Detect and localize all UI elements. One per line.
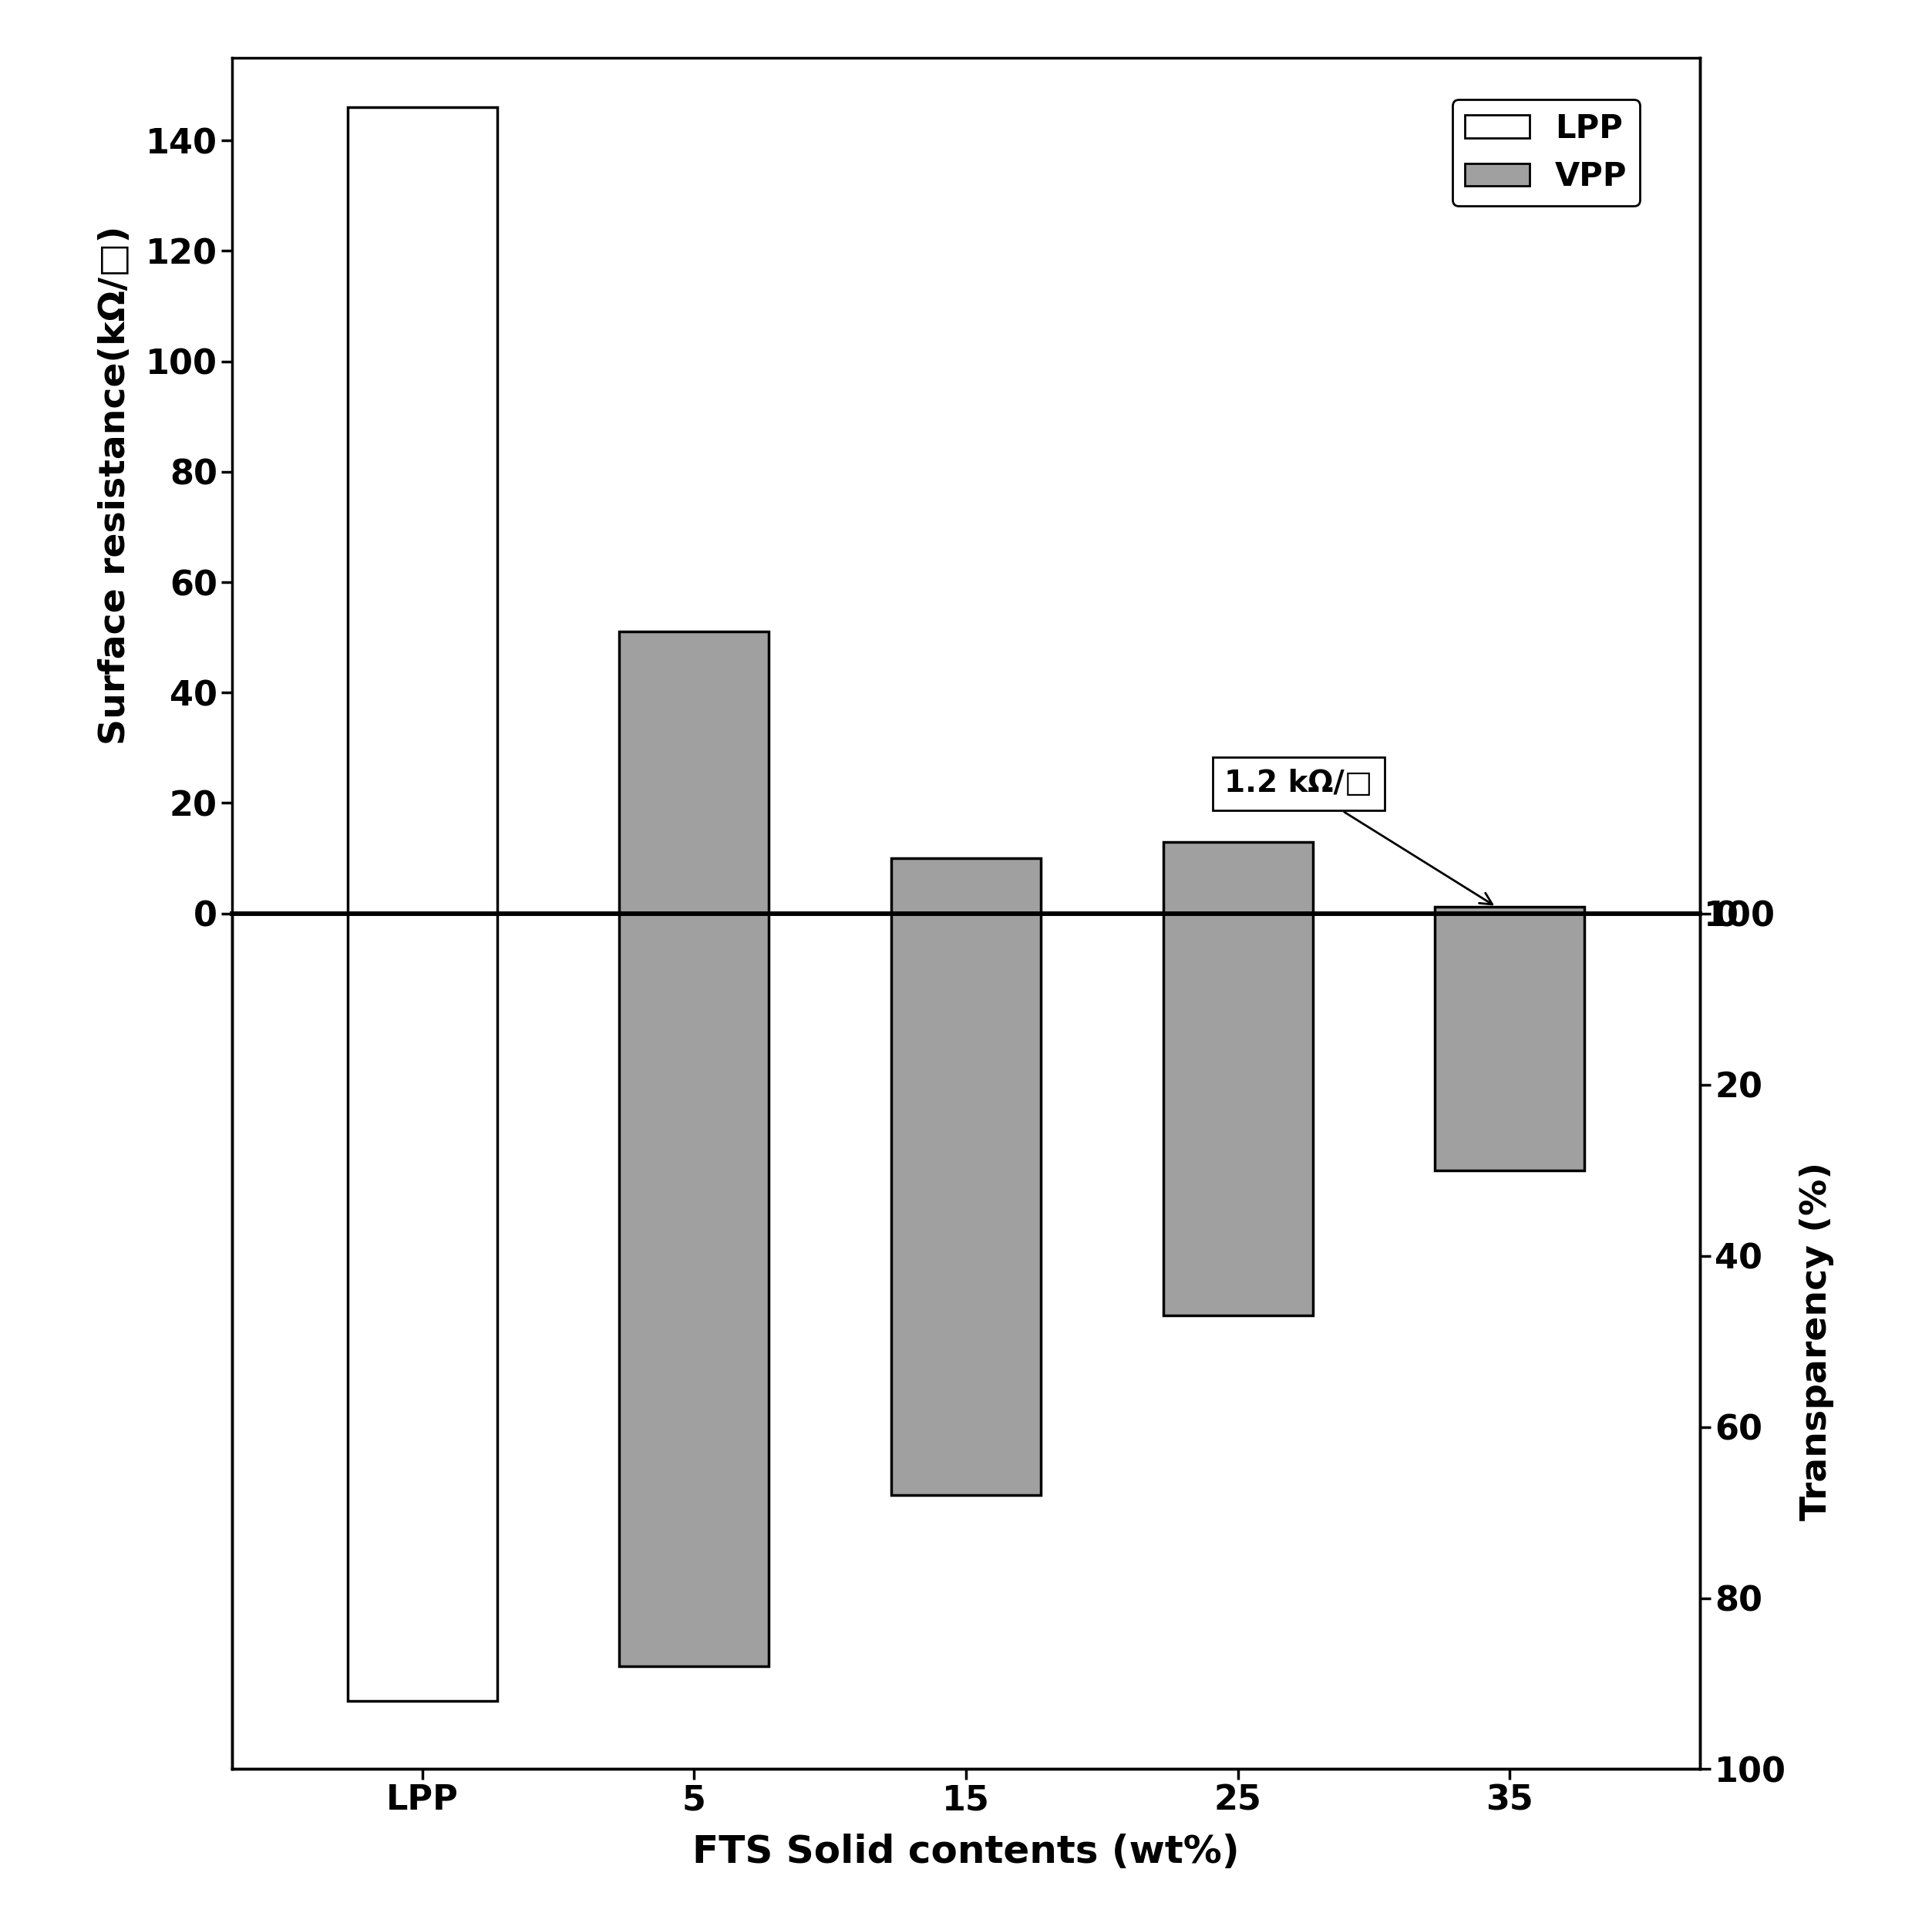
Bar bbox=[348, 108, 497, 913]
Bar bbox=[1163, 913, 1312, 1315]
Bar bbox=[620, 633, 769, 913]
Y-axis label: Surface resistance(kΩ/□): Surface resistance(kΩ/□) bbox=[99, 227, 133, 744]
X-axis label: FTS Solid contents (wt%): FTS Solid contents (wt%) bbox=[692, 1835, 1240, 1871]
Legend: LPP, VPP: LPP, VPP bbox=[1453, 100, 1640, 206]
Bar bbox=[891, 913, 1041, 1496]
Bar bbox=[620, 913, 769, 1667]
Bar bbox=[891, 858, 1041, 913]
Bar bbox=[1435, 908, 1584, 913]
Text: 1.2 kΩ/□: 1.2 kΩ/□ bbox=[1225, 769, 1492, 904]
Y-axis label: Transparency (%): Transparency (%) bbox=[1799, 1161, 1833, 1521]
Bar bbox=[1163, 842, 1312, 913]
Bar bbox=[348, 913, 497, 1700]
Bar bbox=[1435, 913, 1584, 1169]
